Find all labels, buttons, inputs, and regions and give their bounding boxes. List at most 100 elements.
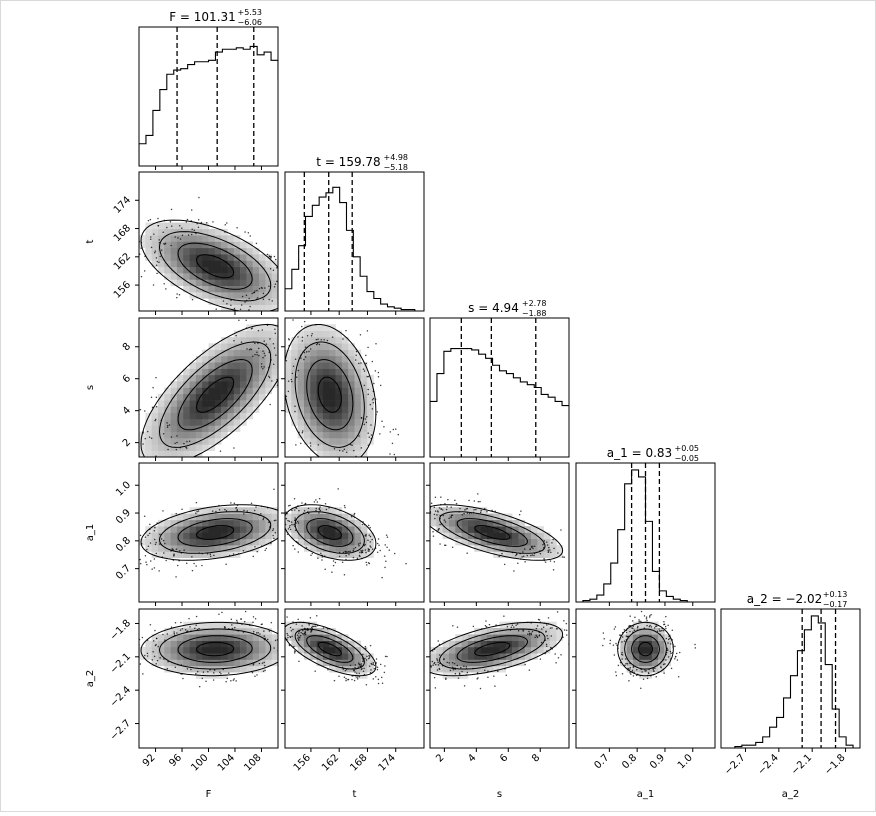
density-cell: [367, 419, 374, 426]
density-cell: [259, 381, 266, 388]
density-cell: [139, 444, 146, 451]
density-cell: [316, 444, 324, 451]
sample-point: [281, 493, 283, 495]
x-tick-label-F: 104: [216, 752, 237, 773]
sample-point: [503, 615, 505, 617]
density-cell: [265, 343, 272, 350]
sample-point: [452, 624, 454, 627]
density-cell: [170, 425, 178, 433]
density-cell: [329, 362, 336, 369]
density-cell: [348, 400, 355, 407]
sample-point: [522, 551, 524, 553]
density-cell: [329, 519, 336, 527]
density-cell: [202, 247, 209, 255]
density-cell: [297, 400, 305, 407]
sample-point: [272, 528, 275, 530]
density-cell: [164, 228, 171, 236]
sample-point: [371, 408, 374, 410]
density-cell: [632, 640, 640, 648]
density-cell: [354, 653, 362, 660]
density-cell: [442, 507, 450, 514]
sample-point: [144, 654, 146, 657]
sample-point: [266, 253, 269, 256]
sample-point: [301, 625, 303, 627]
sample-point: [268, 411, 270, 413]
sample-point: [444, 521, 447, 523]
density-cell: [360, 431, 368, 439]
density-cell: [227, 545, 235, 552]
panel-t-a-1: [281, 462, 425, 606]
density-cell: [543, 545, 551, 552]
sample-point: [272, 534, 274, 537]
sample-point: [292, 544, 294, 547]
density-cell: [233, 279, 241, 287]
sample-point: [550, 646, 552, 649]
density-cell: [265, 266, 272, 274]
density-cell: [157, 438, 165, 445]
density-cell: [531, 532, 538, 540]
density-cell: [202, 266, 209, 274]
density-cell: [341, 374, 349, 382]
density-cell: [271, 532, 278, 540]
sample-point: [331, 336, 334, 338]
sample-point: [176, 632, 178, 634]
sample-point: [638, 619, 640, 621]
sample-point: [289, 528, 292, 531]
density-cell: [271, 507, 278, 514]
sample-point: [292, 628, 294, 631]
density-cell: [310, 640, 317, 648]
sample-point: [539, 658, 542, 660]
sample-point: [193, 229, 196, 231]
density-cell: [151, 545, 159, 552]
density-cell: [214, 381, 222, 388]
sample-point: [612, 644, 615, 646]
sample-point: [368, 436, 371, 438]
density-cell: [335, 336, 343, 344]
density-cell: [329, 412, 336, 420]
density-cell: [246, 665, 254, 673]
density-cell: [164, 260, 171, 268]
density-cell: [531, 634, 538, 641]
sample-point: [477, 493, 479, 495]
sample-point: [279, 525, 281, 527]
sample-point: [381, 576, 383, 579]
density-cell: [467, 659, 475, 667]
density-cell: [145, 228, 152, 236]
density-cell: [208, 646, 216, 654]
sample-point: [361, 549, 364, 552]
sample-point: [203, 312, 205, 314]
density-cell: [297, 393, 305, 401]
sample-point: [307, 512, 310, 515]
density-cell: [341, 640, 349, 648]
sample-point: [538, 635, 540, 637]
density-cell: [474, 640, 481, 648]
density-cell: [448, 532, 456, 540]
sample-point: [166, 426, 169, 428]
sample-point: [183, 549, 185, 551]
sample-point: [432, 664, 434, 666]
density-cell: [183, 254, 190, 261]
sample-point: [236, 619, 238, 622]
sample-point: [170, 244, 172, 247]
sample-point: [242, 549, 245, 552]
sample-point: [240, 618, 242, 620]
sample-point: [366, 330, 369, 332]
density-cell: [645, 640, 653, 648]
sample-point: [298, 632, 300, 634]
density-cell: [151, 425, 159, 433]
density-cell: [259, 646, 266, 654]
density-cell: [170, 381, 178, 388]
density-cell: [354, 412, 362, 420]
density-cell: [316, 343, 324, 350]
density-cell: [303, 400, 311, 407]
sample-point: [155, 405, 158, 408]
density-cell: [221, 266, 228, 274]
density-cell: [360, 362, 368, 369]
density-cell: [297, 627, 305, 635]
sample-point: [545, 630, 547, 633]
sample-point: [303, 510, 306, 512]
sample-point: [646, 677, 649, 680]
sample-point: [374, 676, 377, 678]
sample-point: [629, 666, 632, 669]
